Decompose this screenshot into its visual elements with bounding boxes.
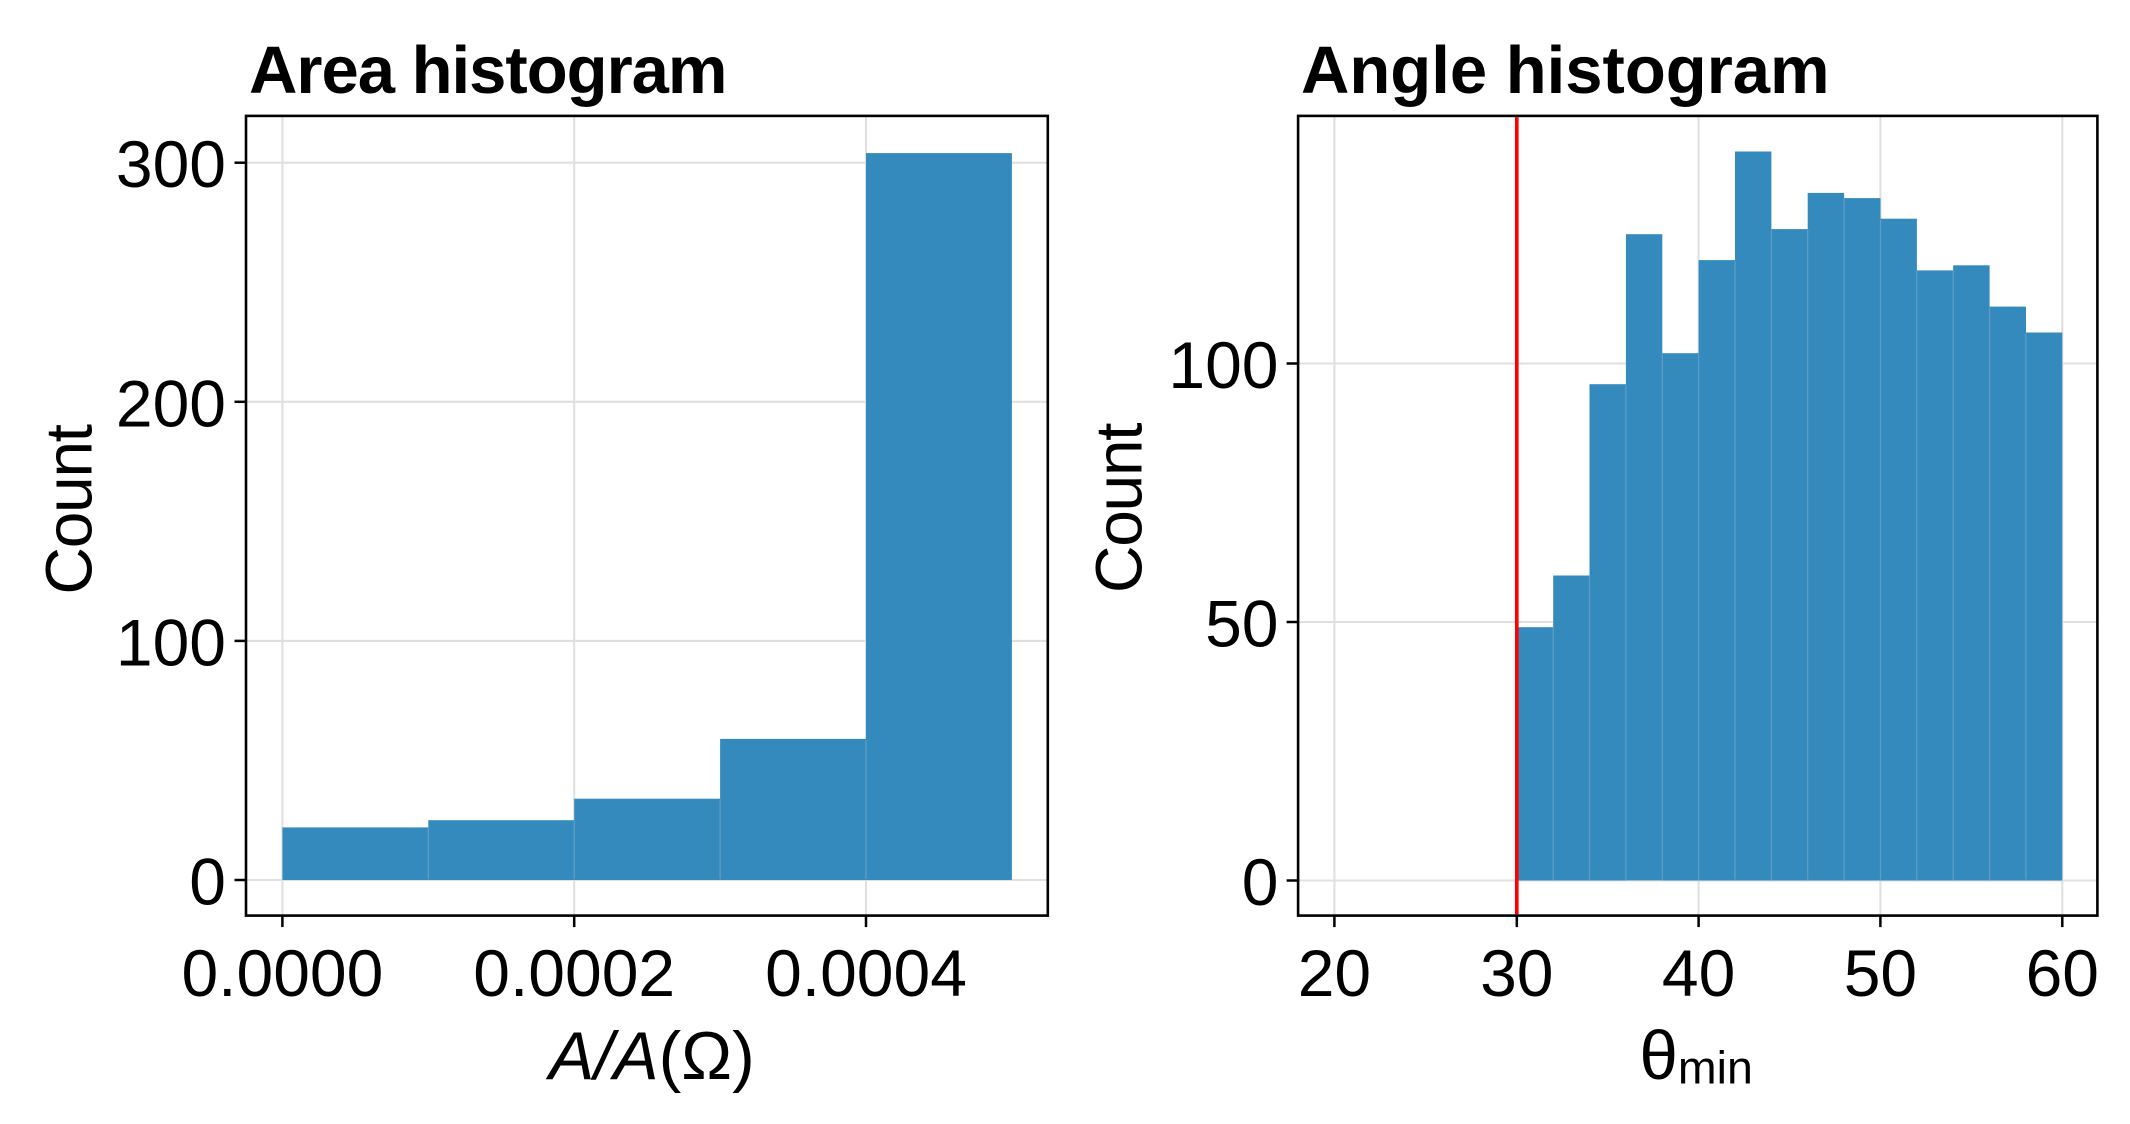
svg-text:60: 60 bbox=[2026, 936, 2099, 1010]
svg-text:Angle histogram: Angle histogram bbox=[1301, 33, 1830, 108]
svg-text:50: 50 bbox=[1205, 587, 1278, 661]
svg-text:20: 20 bbox=[1298, 936, 1371, 1010]
svg-text:100: 100 bbox=[116, 605, 226, 679]
svg-text:Count: Count bbox=[32, 424, 106, 594]
svg-text:40: 40 bbox=[1662, 936, 1735, 1010]
svg-text:0: 0 bbox=[189, 845, 226, 919]
svg-text:300: 300 bbox=[116, 127, 226, 201]
svg-text:50: 50 bbox=[1844, 936, 1917, 1010]
svg-text:0.0004: 0.0004 bbox=[765, 936, 967, 1010]
svg-text:0: 0 bbox=[1242, 845, 1279, 919]
svg-text:100: 100 bbox=[1168, 328, 1278, 402]
svg-text:A/A(Ω): A/A(Ω) bbox=[545, 1018, 755, 1094]
svg-text:0.0000: 0.0000 bbox=[181, 936, 383, 1010]
svg-text:200: 200 bbox=[116, 366, 226, 440]
svg-text:Count: Count bbox=[1082, 423, 1156, 593]
svg-text:30: 30 bbox=[1480, 936, 1553, 1010]
svg-text:0.0002: 0.0002 bbox=[473, 936, 675, 1010]
svg-text:Area histogram: Area histogram bbox=[249, 33, 726, 108]
